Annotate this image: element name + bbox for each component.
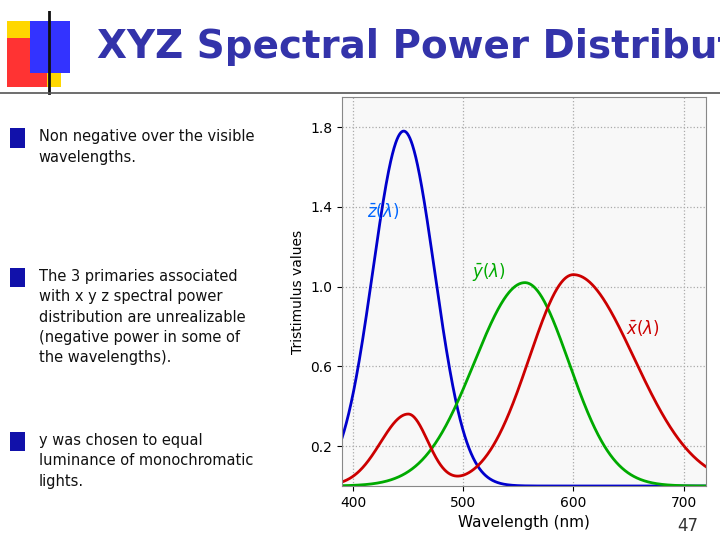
Text: The 3 primaries associated
with x y z spectral power
distribution are unrealizab: The 3 primaries associated with x y z sp… xyxy=(39,269,246,366)
Bar xyxy=(30,21,70,73)
Text: y was chosen to equal
luminance of monochromatic
lights.: y was chosen to equal luminance of monoc… xyxy=(39,433,253,489)
Text: $\bar{x}(\lambda)$: $\bar{x}(\lambda)$ xyxy=(626,319,660,339)
X-axis label: Wavelength (nm): Wavelength (nm) xyxy=(458,515,590,530)
Text: $\bar{y}(\lambda)$: $\bar{y}(\lambda)$ xyxy=(472,261,505,282)
Text: $\bar{z}(\lambda)$: $\bar{z}(\lambda)$ xyxy=(367,201,400,221)
Text: XYZ Spectral Power Distribution: XYZ Spectral Power Distribution xyxy=(97,28,720,66)
Bar xyxy=(10,432,24,451)
Text: 47: 47 xyxy=(678,517,698,535)
Bar xyxy=(7,38,47,87)
Text: Non negative over the visible
wavelengths.: Non negative over the visible wavelength… xyxy=(39,129,254,165)
Bar xyxy=(7,21,61,87)
Bar xyxy=(10,128,24,148)
Bar xyxy=(10,268,24,287)
Y-axis label: Tristimulus values: Tristimulus values xyxy=(291,230,305,354)
